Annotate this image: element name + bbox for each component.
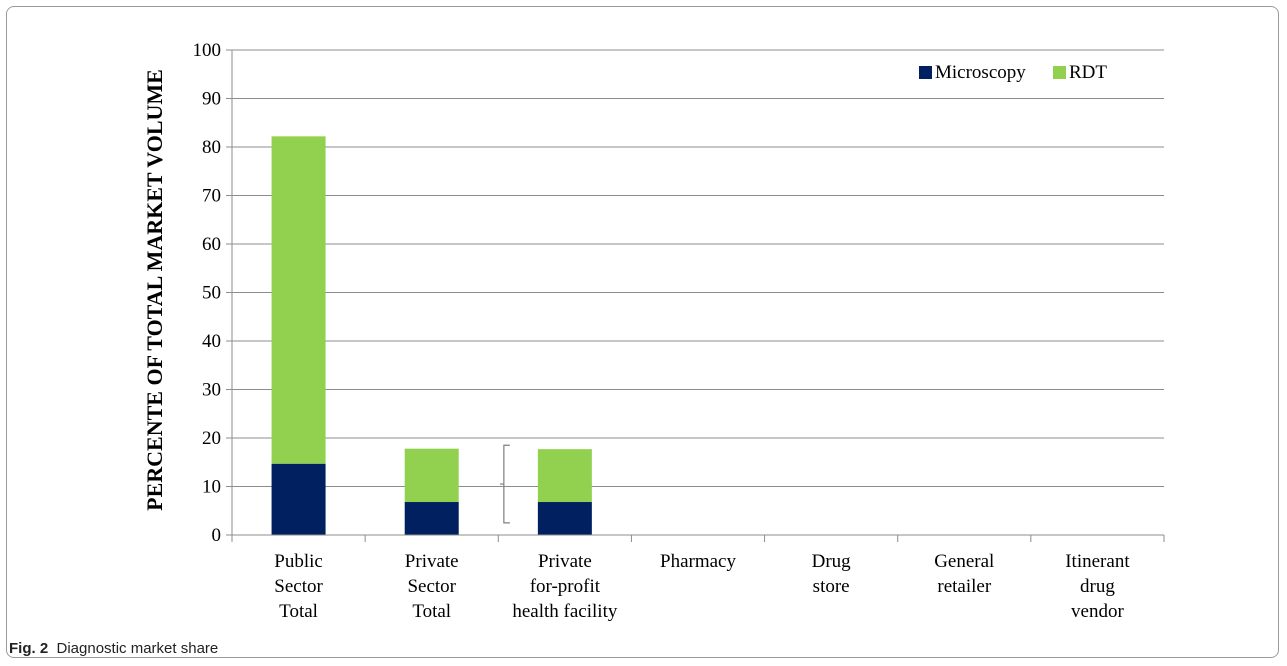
legend-label-rdt: RDT	[1069, 62, 1107, 83]
x-tick-label: vendor	[1071, 601, 1124, 622]
x-tick-label: Sector	[274, 576, 323, 597]
figure-frame	[6, 6, 1279, 658]
y-tick-label: 90	[202, 89, 221, 110]
x-tick-labels: Public Sector Total Private Sector Total Priva…	[274, 551, 1130, 622]
bar-microscopy	[537, 502, 592, 535]
x-tick-label: store	[813, 576, 850, 597]
x-tick-label: retailer	[937, 576, 991, 597]
legend-label-microscopy: Microscopy	[935, 62, 1026, 83]
bar-microscopy	[404, 502, 459, 535]
y-axis-label: PERCENTE OF TOTAL MARKET VOLUME	[142, 69, 167, 511]
y-tick-label: 80	[202, 137, 221, 158]
x-tick-label: Public	[274, 551, 323, 572]
bar-microscopy	[271, 463, 326, 535]
bar-rdt	[537, 449, 592, 503]
x-tick-label: Itinerant	[1065, 551, 1130, 572]
x-tick-label: for-profit	[530, 576, 601, 597]
bar-series	[271, 136, 592, 535]
caption-text: Diagnostic market share	[56, 640, 219, 657]
x-tick-label: General	[934, 551, 994, 572]
x-tick-label: Drug	[812, 551, 852, 572]
legend-swatch-rdt	[1053, 66, 1066, 79]
bar-rdt	[404, 448, 459, 503]
legend: Microscopy RDT	[919, 62, 1107, 83]
y-tick-label: 60	[202, 234, 221, 255]
y-tick-label: 50	[202, 283, 221, 304]
bar-rdt	[271, 136, 326, 464]
gridlines	[232, 49, 1164, 487]
x-tick-label: Sector	[407, 576, 456, 597]
y-tick-label: 0	[212, 525, 222, 546]
caption-label: Fig. 2	[9, 640, 49, 657]
y-tick-label: 40	[202, 331, 221, 352]
y-tick-label: 10	[202, 477, 221, 498]
y-tick-label: 20	[202, 428, 221, 449]
y-tick-label: 70	[202, 186, 221, 207]
x-tick-label: Total	[412, 601, 451, 622]
y-tick-label: 100	[193, 40, 222, 61]
x-tick-label: drug	[1080, 576, 1115, 597]
x-tick-label: Private	[405, 551, 459, 572]
x-tick-label: Total	[279, 601, 318, 622]
x-tick-label: Private	[538, 551, 592, 572]
annotations	[499, 444, 510, 524]
figure-caption: Fig. 2 Diagnostic market share	[9, 640, 218, 657]
bracket-annotation	[499, 444, 510, 524]
x-tick-label: health facility	[512, 601, 617, 622]
legend-swatch-microscopy	[919, 66, 932, 79]
x-tick-label: Pharmacy	[660, 551, 736, 572]
y-tick-labels: 0 10 20 30 40 50 60 70 80 90 100	[193, 40, 222, 546]
y-tick-label: 30	[202, 380, 221, 401]
axes	[226, 49, 1165, 542]
